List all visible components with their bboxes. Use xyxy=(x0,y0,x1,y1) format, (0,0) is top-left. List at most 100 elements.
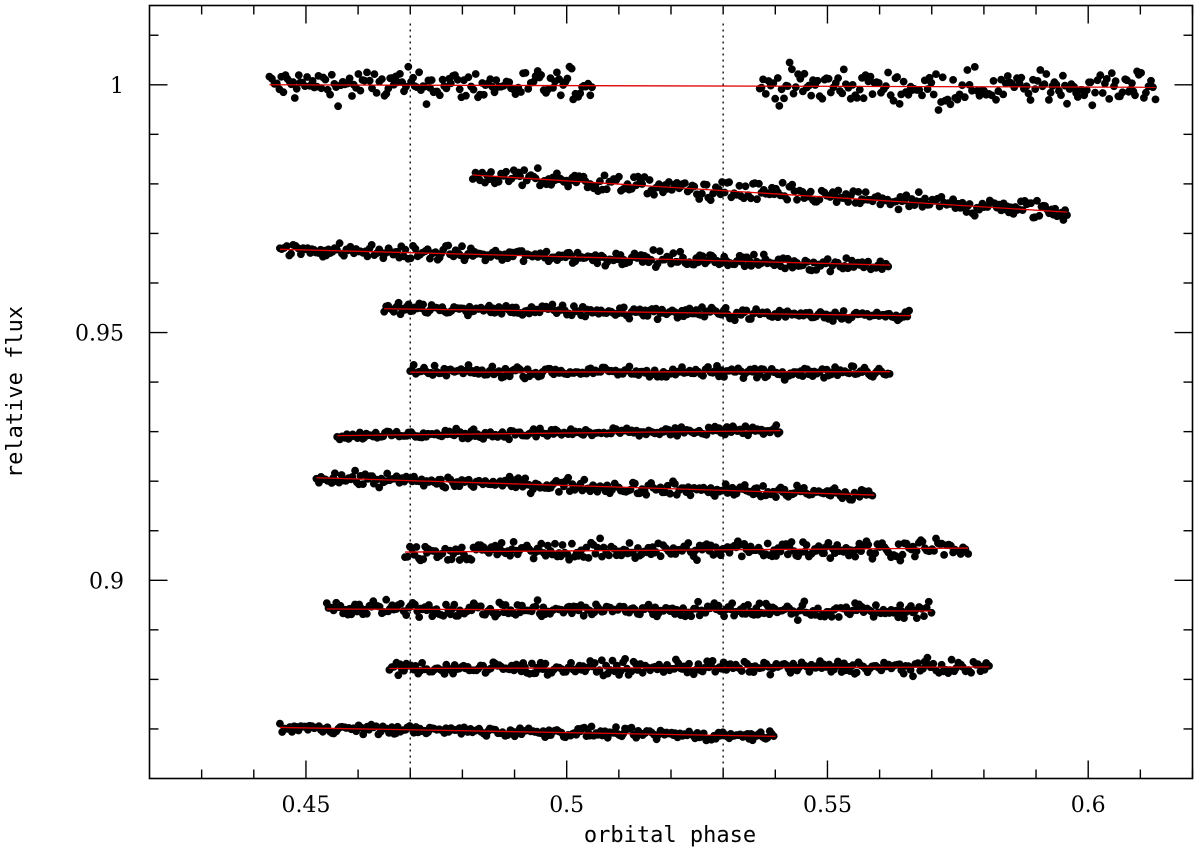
data-point xyxy=(317,84,326,93)
data-point xyxy=(586,487,595,496)
data-point xyxy=(824,74,833,83)
data-point xyxy=(1018,206,1027,215)
data-point xyxy=(555,488,563,496)
data-point xyxy=(1040,80,1049,89)
data-point xyxy=(435,91,444,100)
data-point xyxy=(1035,211,1044,220)
data-point xyxy=(593,543,602,552)
data-point xyxy=(655,247,664,256)
data-point xyxy=(494,177,503,186)
data-point xyxy=(384,84,393,93)
data-point xyxy=(1105,95,1114,103)
data-point xyxy=(737,667,746,675)
data-point xyxy=(303,73,311,81)
data-point xyxy=(728,599,737,608)
data-point xyxy=(327,70,336,79)
data-point xyxy=(645,176,654,184)
data-point xyxy=(750,250,758,259)
data-point xyxy=(340,251,348,260)
data-point xyxy=(621,655,629,663)
data-point xyxy=(864,540,873,549)
data-point xyxy=(541,659,550,668)
data-point xyxy=(591,549,600,558)
data-point xyxy=(1142,88,1150,97)
data-point xyxy=(490,88,499,97)
data-point xyxy=(826,554,835,562)
fit-line xyxy=(279,248,891,266)
data-point xyxy=(725,178,733,187)
data-point xyxy=(627,667,636,676)
data-point xyxy=(488,362,497,371)
data-point xyxy=(506,551,514,560)
data-point xyxy=(1026,96,1035,104)
data-point xyxy=(1003,72,1012,80)
data-point xyxy=(442,600,450,609)
data-point xyxy=(1128,79,1136,88)
y-tick-label: 0.9 xyxy=(89,569,124,594)
data-point xyxy=(567,64,576,73)
data-point xyxy=(693,556,701,564)
data-point xyxy=(444,241,453,250)
data-point xyxy=(356,428,364,437)
data-point xyxy=(625,314,634,323)
data-point xyxy=(766,670,775,679)
data-point xyxy=(737,552,746,561)
data-point xyxy=(469,85,478,94)
data-point xyxy=(396,70,404,78)
data-point xyxy=(649,246,658,254)
data-point xyxy=(584,554,593,562)
data-point xyxy=(403,552,412,561)
data-point xyxy=(730,316,739,325)
data-point xyxy=(638,180,646,188)
data-point xyxy=(788,65,796,74)
data-point xyxy=(868,90,877,98)
data-point xyxy=(409,73,417,82)
data-point xyxy=(708,657,717,665)
fit-line xyxy=(279,726,776,738)
data-point xyxy=(394,298,403,307)
data-point xyxy=(1147,76,1155,85)
data-point xyxy=(671,480,679,488)
data-point xyxy=(495,367,503,375)
data-point xyxy=(436,475,445,484)
data-point xyxy=(382,595,391,604)
data-point xyxy=(898,550,907,559)
data-point xyxy=(793,616,802,624)
data-point xyxy=(365,76,374,85)
data-point xyxy=(596,534,604,543)
data-point xyxy=(956,550,965,558)
data-point xyxy=(455,556,464,564)
data-point xyxy=(786,668,795,677)
fit-lines xyxy=(269,84,1156,738)
data-point xyxy=(815,195,824,204)
data-point xyxy=(442,84,451,93)
fit-line xyxy=(405,547,969,553)
data-point xyxy=(428,612,437,621)
data-point xyxy=(909,672,917,681)
data-point xyxy=(720,612,728,621)
data-point xyxy=(564,473,573,482)
data-point xyxy=(989,77,998,85)
data-point xyxy=(755,179,763,188)
data-point xyxy=(464,361,473,369)
data-point xyxy=(678,363,686,371)
data-point xyxy=(854,188,863,196)
data-point xyxy=(728,483,737,492)
data-point xyxy=(685,659,693,668)
x-axis-label: orbital phase xyxy=(584,823,756,848)
data-point xyxy=(541,551,550,560)
data-point xyxy=(920,612,928,620)
data-point xyxy=(949,76,957,84)
data-point xyxy=(687,612,696,621)
data-point xyxy=(415,68,423,77)
data-point xyxy=(698,189,706,198)
data-point xyxy=(742,306,751,315)
data-point xyxy=(934,106,943,114)
data-point xyxy=(521,474,530,483)
x-tick-label: 0.5 xyxy=(549,793,584,818)
data-point xyxy=(321,75,330,84)
data-point xyxy=(492,76,501,84)
data-point xyxy=(370,70,379,78)
data-point xyxy=(467,555,476,564)
data-point xyxy=(553,68,561,77)
